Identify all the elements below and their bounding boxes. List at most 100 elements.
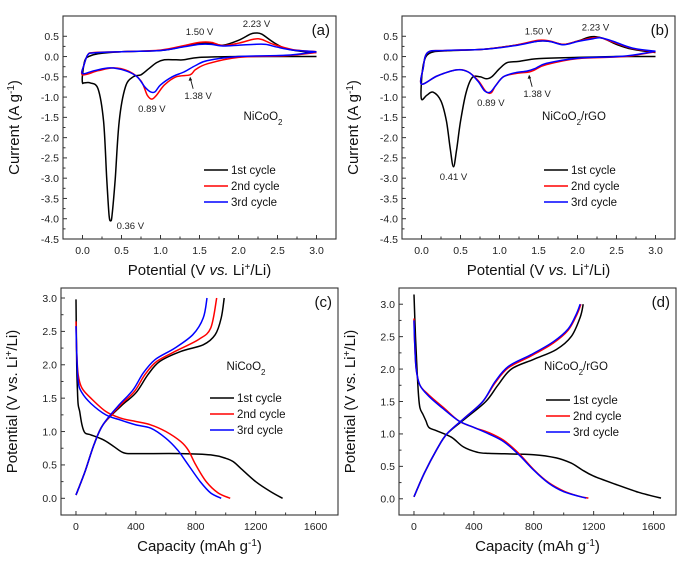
- series-line-3rd-cycle: [81, 43, 317, 94]
- sample-label: NiCoO2/rGO: [542, 111, 606, 127]
- panel-label: (d): [652, 294, 670, 311]
- peak-annotation: 1.50 V: [525, 26, 553, 37]
- y-tick-label: 0.5: [383, 31, 398, 43]
- peak-annotation: 0.41 V: [440, 172, 468, 183]
- series-2: [75, 297, 231, 499]
- x-axis-title-end: ): [257, 538, 262, 555]
- y-tick-label: 0.5: [44, 31, 59, 43]
- y-tick-label: -4.5: [380, 234, 398, 246]
- y-tick-label: -4.5: [41, 234, 59, 246]
- x-tick-label: 0: [73, 521, 79, 533]
- y-tick-label: 3.0: [42, 293, 57, 305]
- sample-label-suffix: /rGO: [581, 111, 606, 123]
- x-tick-label: 1.0: [492, 245, 507, 257]
- y-tick-label: -0.5: [41, 72, 59, 84]
- x-axis-title-italic: vs.: [210, 262, 229, 279]
- y-tick-label: -1.0: [41, 92, 59, 104]
- y-axis-title-end: /Li): [4, 330, 21, 351]
- y-tick-label: 2.5: [42, 326, 57, 338]
- y-axis-title: Current (A g-1): [6, 80, 24, 175]
- legend-label: 3rd cycle: [573, 427, 619, 439]
- y-tick-label: -2.0: [380, 132, 398, 144]
- x-tick-label: 1600: [642, 521, 666, 533]
- series-line-3rd-cycle: [419, 37, 656, 94]
- x-axis-title-end: /Li): [250, 262, 271, 279]
- y-tick-label: -1.0: [380, 92, 398, 104]
- series-line-1st-cycle: [81, 32, 317, 222]
- x-axis-title-sup: +: [584, 262, 590, 273]
- legend-label: 2nd cycle: [231, 181, 280, 193]
- x-tick-label: 0.5: [114, 245, 129, 257]
- y-axis-title-sup: +: [342, 350, 353, 356]
- y-tick-label: 2.5: [380, 331, 395, 343]
- x-tick-label: 1200: [582, 521, 606, 533]
- y-axis-title-end: /Li): [342, 330, 359, 351]
- x-tick-label: 2.0: [231, 245, 246, 257]
- x-tick-label: 3.0: [648, 245, 663, 257]
- x-axis-title-end: /Li): [589, 262, 610, 279]
- y-axis-title-main: Potential (V vs. Li: [4, 356, 21, 473]
- discharge-line-3rd-cycle: [413, 320, 587, 499]
- series-2: [80, 37, 317, 100]
- panel-label: (c): [315, 294, 333, 311]
- series-2: [413, 303, 589, 499]
- x-axis-title-sup: -1: [586, 538, 595, 549]
- plot-frame: [398, 287, 677, 516]
- x-axis-title: Potential (V vs. Li+/Li): [467, 262, 610, 280]
- y-axis-title-main: Current (A g: [345, 94, 362, 175]
- x-tick-label: 0.5: [453, 245, 468, 257]
- peak-annotation: 1.50 V: [186, 27, 214, 38]
- x-axis-title-end: ): [595, 538, 600, 555]
- peak-annotation: 1.38 V: [184, 91, 212, 102]
- x-tick-label: 1.5: [531, 245, 546, 257]
- x-axis-title: Capacity (mAh g-1): [475, 538, 600, 556]
- legend-label: 1st cycle: [231, 165, 276, 177]
- arrow-head-icon: [527, 74, 532, 79]
- x-tick-label: 400: [127, 521, 145, 533]
- discharge-line-1st-cycle: [75, 299, 283, 499]
- x-tick-label: 2.5: [609, 245, 624, 257]
- peak-annotation: 0.89 V: [138, 104, 166, 115]
- x-axis-title-italic: vs.: [549, 262, 568, 279]
- arrow-head-icon: [188, 76, 193, 81]
- x-axis-title-main: Potential (V: [128, 262, 210, 279]
- x-axis-title-main: Capacity (mAh g: [137, 538, 248, 555]
- y-axis-title-main: Current (A g: [6, 94, 23, 175]
- y-axis-title-main: Potential (V vs. Li: [342, 356, 359, 473]
- panel-a: 0.0 0.5 1.0 1.5 2.0 2.5 3.0 0.5 0.0 -0.5 -1.0 -1.5 -…: [6, 15, 337, 279]
- y-tick-label: 1.0: [380, 429, 395, 441]
- x-tick-label: 800: [525, 521, 543, 533]
- y-tick-label: -3.0: [380, 173, 398, 185]
- x-axis-title-part: Li: [568, 262, 584, 279]
- x-tick-label: 1600: [304, 521, 328, 533]
- y-tick-label: 1.5: [42, 393, 57, 405]
- y-axis-title-end: ): [6, 80, 23, 85]
- y-tick-label: -1.5: [41, 112, 59, 124]
- panel-b: 0.0 0.5 1.0 1.5 2.0 2.5 3.0 0.5 0.0 -0.5 -1.0 -1.5 -…: [345, 15, 676, 280]
- y-tick-label: 0.0: [42, 493, 57, 505]
- y-tick-label: -2.0: [41, 132, 59, 144]
- legend-label: 2nd cycle: [237, 409, 286, 421]
- x-tick-label: 3.0: [309, 245, 324, 257]
- x-axis-title: Capacity (mAh g-1): [137, 538, 262, 556]
- x-axis-title-part: Li: [229, 262, 245, 279]
- x-tick-label: 2.5: [270, 245, 285, 257]
- y-tick-label: 0.0: [44, 51, 59, 63]
- y-tick-label: 2.0: [380, 364, 395, 376]
- y-tick-label: -2.5: [41, 153, 59, 165]
- peak-annotation: 2.23 V: [582, 22, 610, 33]
- y-tick-label: 2.0: [42, 360, 57, 372]
- x-axis-title-main: Potential (V: [467, 262, 549, 279]
- y-tick-label: 0.0: [383, 51, 398, 63]
- sample-label-suffix: /rGO: [583, 361, 608, 373]
- series-line-2nd-cycle: [80, 37, 317, 100]
- y-tick-label: -2.5: [380, 153, 398, 165]
- x-tick-label: 1200: [244, 521, 268, 533]
- legend-label: 3rd cycle: [571, 197, 617, 209]
- discharge-line-1st-cycle: [413, 294, 662, 499]
- x-tick-label: 400: [465, 521, 483, 533]
- panel-label: (a): [312, 22, 330, 39]
- panel-c: 0 400 800 1200 1600 0.0 0.5 1.0 1.5 2.0 2.5 3.0 Capa…: [4, 287, 339, 556]
- sample-label-main: NiCoO: [244, 111, 279, 123]
